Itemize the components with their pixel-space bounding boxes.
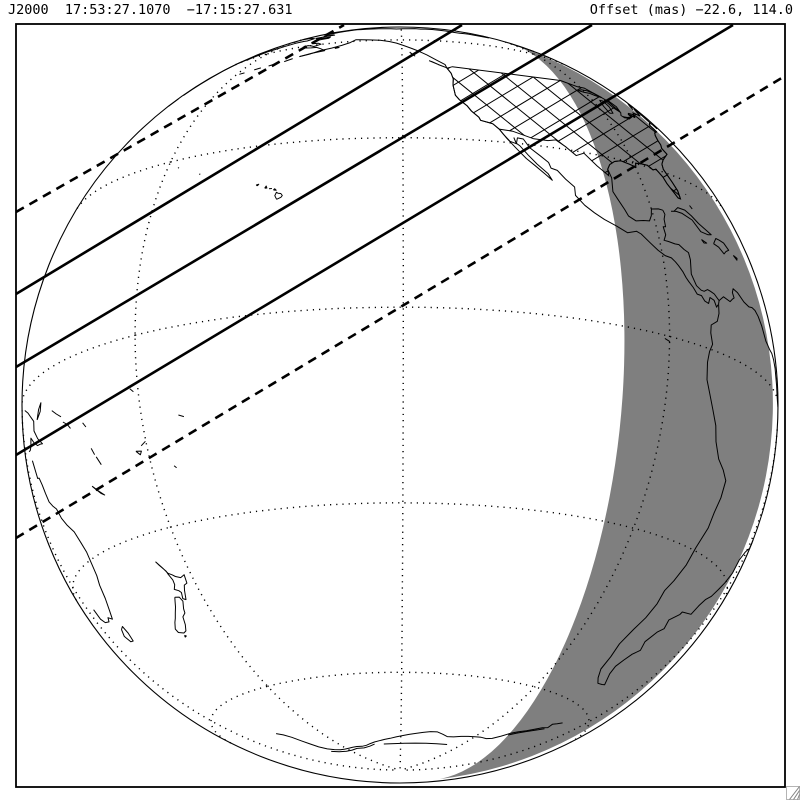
coastline-hawaii-big-island [274,191,283,200]
coastline-new-britain [36,402,42,421]
coastline-puerto-rico [732,255,738,261]
coastline-kodiak-island [334,46,340,49]
coastline-west-antarctic-shelf-line [383,742,448,745]
coastlines [24,28,779,753]
coastline-pacific-coast [299,39,719,308]
coastline-jamaica [701,239,708,244]
coastline-vanuatu-1 [90,448,96,455]
path-line-north-uncertainty-limit [15,23,345,214]
coastline-fiji-1 [135,450,142,456]
coastline-caribbean-coast [662,209,720,301]
coastline-vanuatu-2 [95,456,102,465]
epoch-coordinates-label: J2000 17:53:27.1070 −17:15:27.631 [8,2,293,18]
resize-grip-icon[interactable] [786,786,800,800]
path-line-center-line [15,23,593,369]
coastline-galapagos [664,337,671,343]
coastline-cuba [670,207,712,236]
coastline-stewart-island [184,634,187,638]
coastline-aleutians-1 [239,72,245,75]
coastline-oahu [264,185,268,189]
coastline-antarctica [276,722,563,751]
coastline-kauai [255,183,260,187]
coastline-ross-shelf-line [331,743,375,753]
offset-mas-label: Offset (mas) −22.6, 114.0 [589,2,793,18]
coastline-aleutians-2 [254,67,262,71]
coastline-new-zealand-north [155,561,188,601]
coastline-kamchatka-kurils [168,98,179,107]
coastline-south-america [597,288,779,686]
coastline-solomons-1 [51,410,62,418]
coastline-hispaniola [713,238,730,255]
night-shade-region [440,47,773,779]
path-line-south-uncertainty-limit [15,74,786,540]
path-line-south-limit [15,23,734,457]
graticule-grid [21,27,779,771]
coastline-fiji-2 [140,440,146,447]
coastline-santa-cruz [82,422,87,428]
coastline-midway [177,167,180,169]
coastline-maui [273,188,277,191]
coastline-tuvalu [129,388,134,393]
path-line-north-limit [15,23,463,296]
occultation-path-lines [15,23,786,540]
coastline-australia-east [31,460,113,624]
coastline-great-lake-michigan [599,99,614,114]
coastline-tonga [173,465,177,469]
coastline-new-zealand-south [174,596,187,634]
plot-frame [15,23,786,788]
coastline-baja-california [498,128,553,181]
coastline-siberia-chukotka [183,38,315,96]
coastline-bahamas-2 [685,193,687,196]
coastline-bahamas-1 [689,205,693,210]
coastline-vancouver-island [428,60,449,69]
coastline-nw-hawaiian-1 [198,173,201,175]
coastline-aleutians-4 [284,58,293,63]
coastline-samoa [178,414,185,418]
coastline-tasmania [121,626,134,643]
coastline-antarctic-peninsula-inner [508,728,545,736]
